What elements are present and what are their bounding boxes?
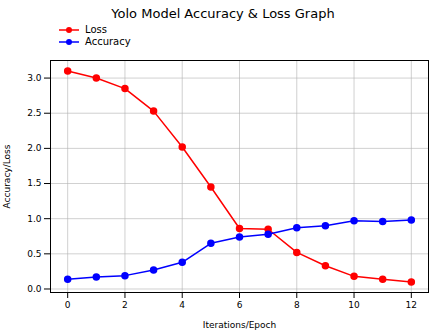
svg-text:0: 0	[65, 300, 71, 310]
svg-text:1.0: 1.0	[27, 214, 42, 224]
svg-text:2: 2	[122, 300, 128, 310]
html-text:Accuracy: Accuracy	[85, 36, 131, 47]
svg-text:Accuracy/Loss: Accuracy/Loss	[2, 144, 12, 208]
svg-text:4: 4	[179, 300, 185, 310]
svg-text:2.0: 2.0	[27, 143, 42, 153]
svg-text:0.0: 0.0	[27, 284, 42, 294]
svg-text:6: 6	[237, 300, 243, 310]
html-text:Loss: Loss	[85, 24, 107, 35]
svg-text:2.5: 2.5	[27, 108, 41, 118]
svg-text:12: 12	[406, 300, 417, 310]
html-text:Yolo Model Accuracy & Loss Gra: Yolo Model Accuracy & Loss Graph	[111, 6, 335, 21]
svg-text:Iterations/Epoch: Iterations/Epoch	[203, 320, 276, 330]
svg-text:8: 8	[294, 300, 300, 310]
svg-text:0.5: 0.5	[27, 249, 41, 259]
svg-text:10: 10	[348, 300, 360, 310]
svg-text:1.5: 1.5	[27, 178, 41, 188]
svg-text:3.0: 3.0	[27, 73, 42, 83]
